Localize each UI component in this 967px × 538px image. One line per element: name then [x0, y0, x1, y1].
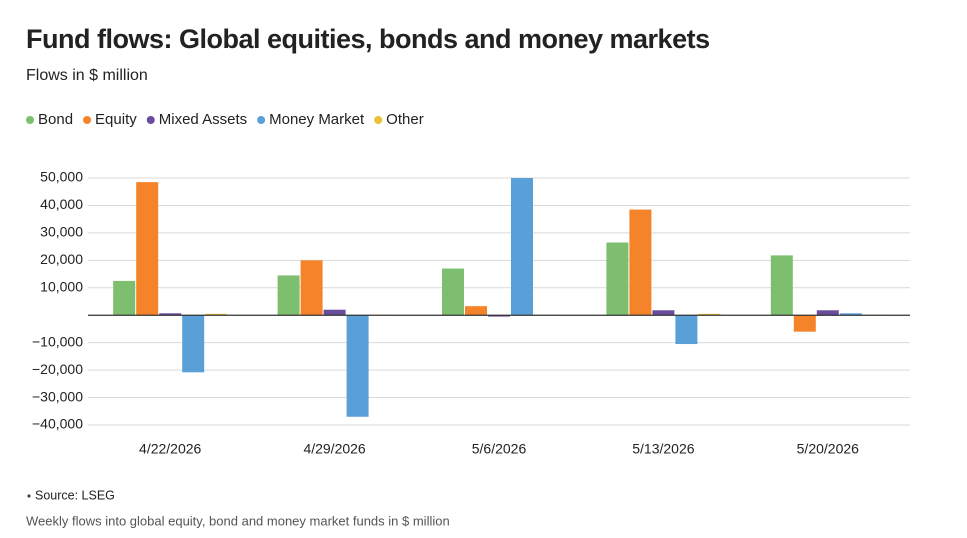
x-tick-label: 4/29/2026 — [303, 441, 365, 457]
bar — [793, 315, 816, 332]
bar — [346, 315, 369, 417]
bar — [205, 313, 228, 316]
bar — [629, 209, 652, 316]
bar — [839, 313, 862, 316]
chart-title: Fund flows: Global equities, bonds and m… — [26, 24, 710, 54]
legend-label: Money Market — [269, 111, 365, 128]
bar — [698, 313, 721, 316]
bar — [606, 242, 629, 316]
bar — [511, 178, 533, 316]
legend-marker — [26, 116, 34, 124]
legend-label: Other — [386, 111, 424, 128]
x-tick-label: 5/20/2026 — [797, 441, 859, 457]
chart-subtitle: Flows in $ million — [26, 67, 148, 84]
legend-label: Bond — [38, 111, 73, 128]
bar — [277, 275, 300, 316]
y-tick-label: −10,000 — [32, 333, 83, 349]
y-tick-label: 10,000 — [40, 278, 83, 294]
bullet — [27, 494, 31, 498]
legend-marker — [146, 116, 155, 124]
y-tick-label: 50,000 — [40, 169, 83, 185]
bar — [323, 309, 346, 316]
bar — [465, 306, 487, 316]
bar — [488, 315, 510, 317]
y-tick-label: 40,000 — [40, 196, 83, 212]
bar — [442, 268, 464, 316]
x-tick-label: 5/6/2026 — [472, 441, 527, 457]
y-tick-label: −40,000 — [32, 416, 83, 432]
bar — [136, 182, 159, 316]
bar — [652, 310, 675, 316]
bar — [113, 280, 136, 316]
bar — [182, 315, 205, 373]
source: Source: LSEG — [35, 488, 115, 502]
x-tick-label: 4/22/2026 — [139, 441, 201, 457]
x-tick-label: 5/13/2026 — [632, 441, 694, 457]
y-tick-label: 30,000 — [40, 224, 83, 240]
bar — [675, 315, 698, 345]
y-tick-label: −20,000 — [32, 361, 83, 377]
bar — [159, 313, 182, 316]
bar — [770, 255, 793, 316]
legend-marker — [374, 116, 383, 124]
legend-label: Mixed Assets — [159, 111, 247, 128]
bar — [816, 310, 839, 316]
footnote: Weekly flows into global equity, bond an… — [26, 513, 450, 528]
bar — [300, 260, 323, 316]
legend-label: Equity — [95, 111, 137, 128]
y-tick-label: 20,000 — [40, 251, 83, 267]
legend-marker — [257, 116, 266, 124]
legend-marker — [83, 116, 92, 124]
y-tick-label: −30,000 — [32, 388, 83, 404]
